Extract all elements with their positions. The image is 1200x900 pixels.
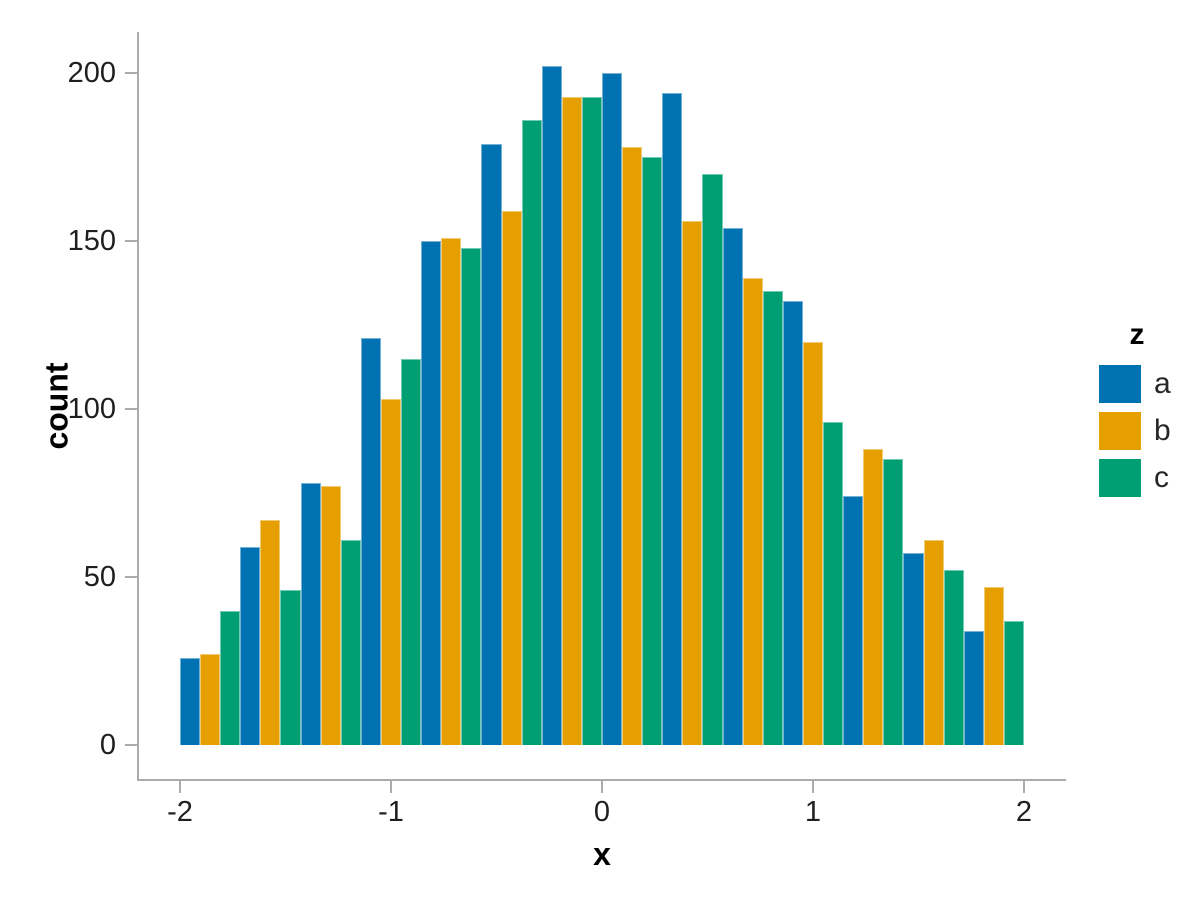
bar-bin7-a [542, 66, 562, 745]
bar-bin2-b [260, 520, 280, 745]
y-tick-mark [125, 576, 138, 578]
bar-bin11-a [783, 301, 803, 745]
bar-bin4-a [361, 338, 381, 745]
bar-bin13-b [924, 540, 944, 745]
bar-bin6-a [481, 144, 502, 745]
legend-swatch-c [1099, 459, 1141, 497]
y-tick-label: 150 [67, 225, 116, 257]
y-tick-mark [125, 72, 138, 74]
bar-bin10-c [763, 291, 783, 745]
legend-swatch-b [1099, 412, 1141, 450]
x-tick-label: 0 [593, 796, 611, 828]
bar-bin2-c [280, 590, 301, 745]
legend-label-c: c [1154, 461, 1169, 494]
bar-bin5-a [421, 241, 441, 745]
legend-item-b: b [1099, 412, 1175, 450]
bar-bin1-a [180, 658, 200, 745]
bar-bin11-c [823, 422, 843, 745]
bar-bin3-a [301, 483, 321, 745]
bar-bin2-a [240, 547, 260, 745]
bar-bin9-b [682, 221, 702, 745]
x-tick-mark [390, 781, 392, 793]
bar-bin13-a [903, 553, 924, 745]
legend-title: z [1129, 318, 1145, 351]
x-tick-mark [179, 781, 181, 793]
bar-bin3-b [321, 486, 341, 745]
legend-swatch-a [1099, 365, 1141, 403]
bar-bin4-b [381, 399, 401, 745]
bar-bin14-a [964, 631, 984, 745]
y-axis-title: count [38, 362, 75, 450]
bar-bin6-c [522, 120, 542, 745]
bar-bin3-c [341, 540, 361, 745]
x-tick-label: -1 [378, 796, 404, 828]
bar-bin8-b [622, 147, 642, 745]
bar-bin9-c [702, 174, 723, 745]
bar-bin12-c [883, 459, 903, 745]
legend-item-a: a [1099, 365, 1175, 403]
bar-bin9-a [662, 93, 682, 745]
y-tick-mark [125, 408, 138, 410]
x-axis-line [137, 779, 1066, 781]
bar-bin14-b [984, 587, 1004, 745]
bar-bin7-c [582, 97, 602, 745]
bar-bin10-b [743, 278, 763, 745]
bar-bin1-c [220, 611, 240, 745]
bar-bin1-b [200, 654, 220, 745]
x-tick-label: 1 [804, 796, 822, 828]
legend-label-a: a [1154, 367, 1171, 400]
bar-bin8-a [602, 73, 622, 745]
bar-bin8-c [642, 157, 662, 745]
bar-bin14-c [1004, 621, 1024, 745]
bar-bin12-a [843, 496, 863, 745]
bar-bin5-c [461, 248, 481, 745]
x-axis-title: x [593, 836, 611, 872]
bar-bin4-c [401, 359, 421, 745]
x-tick-mark [812, 781, 814, 793]
x-tick-label: 2 [1015, 796, 1033, 828]
y-axis-line [137, 32, 139, 780]
y-tick-label: 0 [99, 729, 116, 761]
x-tick-mark [1023, 781, 1025, 793]
bar-bin10-a [723, 228, 743, 745]
bar-bin11-b [803, 342, 823, 745]
legend-label-b: b [1154, 414, 1171, 447]
x-tick-mark [601, 781, 603, 793]
bar-bin6-b [502, 211, 522, 745]
bar-bin7-b [562, 97, 582, 745]
bar-bin12-b [863, 449, 883, 745]
bar-bin5-b [441, 238, 461, 745]
y-tick-label: 100 [67, 393, 116, 425]
y-tick-mark [125, 744, 138, 746]
y-tick-label: 50 [83, 561, 116, 593]
bar-bin13-c [944, 570, 964, 745]
legend-item-c: c [1099, 459, 1175, 497]
y-tick-mark [125, 240, 138, 242]
y-tick-label: 200 [67, 57, 116, 89]
x-tick-label: -2 [167, 796, 193, 828]
